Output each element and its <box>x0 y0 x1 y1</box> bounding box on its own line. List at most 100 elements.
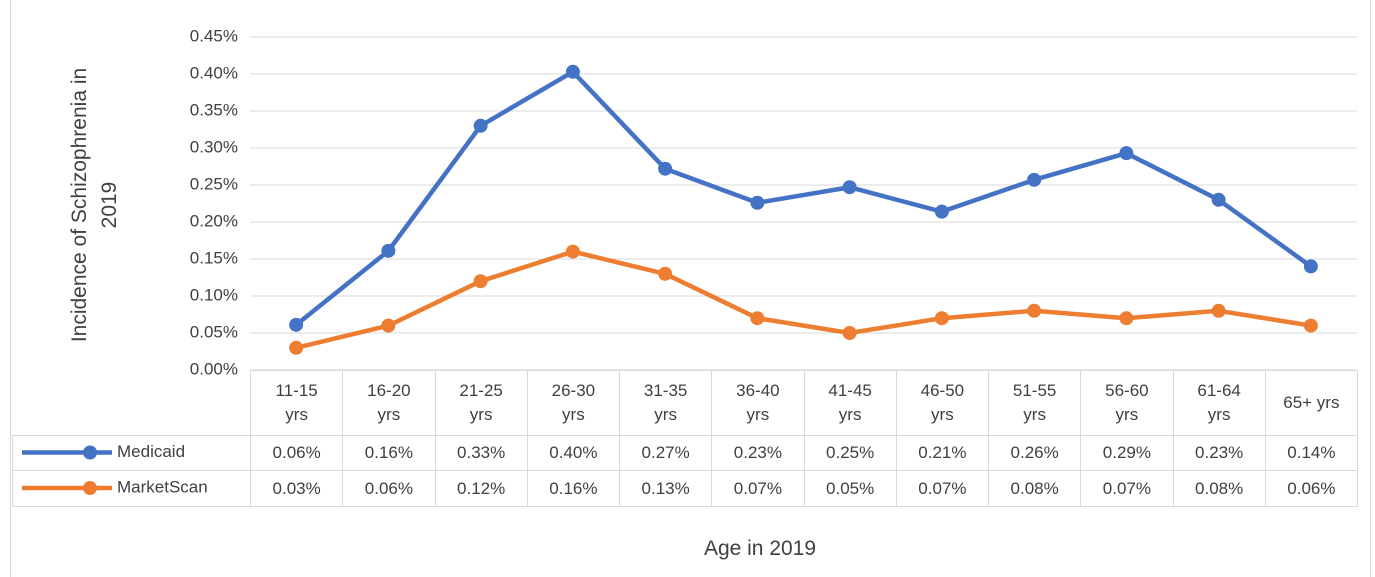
data-point <box>473 118 488 133</box>
data-point <box>1211 192 1226 207</box>
cell-text: 51-55 yrs <box>1012 381 1057 424</box>
legend-entry <box>12 435 251 471</box>
data-point <box>1027 172 1042 187</box>
cell-text: 0.13% <box>641 478 690 498</box>
series-line <box>295 249 1312 350</box>
x-tick-label: 65+ yrs <box>1264 370 1358 436</box>
data-point <box>565 244 580 259</box>
data-point <box>1303 318 1318 333</box>
cell-text: 0.16% <box>549 478 598 498</box>
y-tick-label: 0.25% <box>190 174 238 193</box>
data-point <box>1027 303 1042 318</box>
x-tick-label: 31-35 yrs <box>619 370 713 436</box>
cell-text: 61-64 yrs <box>1197 381 1241 424</box>
data-point <box>750 195 765 210</box>
data-label: 0.05% <box>803 470 897 507</box>
data-point <box>750 311 765 326</box>
data-label: 0.21% <box>895 435 989 471</box>
y-tick-label: 0.05% <box>190 322 238 341</box>
data-point <box>934 204 949 219</box>
x-axis-title: Age in 2019 <box>703 537 817 560</box>
y-axis-title: Incidence of Schizophrenia in 2019 <box>68 67 121 343</box>
data-label: 0.23% <box>711 435 805 471</box>
legend-key-marker <box>83 481 97 495</box>
series-line <box>294 69 1313 327</box>
cell-text: 0.26% <box>1010 443 1059 462</box>
data-label: 0.08% <box>1172 470 1266 507</box>
data-label: 0.12% <box>434 470 528 507</box>
cell-text: 31-35 yrs <box>643 381 688 424</box>
data-label: 0.16% <box>526 470 620 507</box>
cell-text: 0.14% <box>1287 443 1336 462</box>
data-label: 0.33% <box>434 435 528 471</box>
data-point <box>381 243 396 258</box>
y-tick-label: 0.00% <box>190 359 238 378</box>
data-label: 0.14% <box>1264 435 1358 471</box>
y-tick-label: 0.20% <box>190 211 238 230</box>
x-tick-label: 16-20 yrs <box>342 370 436 436</box>
legend-entry <box>12 470 251 507</box>
x-tick-label: 61-64 yrs <box>1172 370 1266 436</box>
y-tick-label: 0.10% <box>190 285 238 304</box>
cell-text: 0.03% <box>272 478 321 498</box>
x-tick-label: 26-30 yrs <box>526 370 620 436</box>
cell-text: 65+ yrs <box>1283 393 1340 412</box>
data-point <box>842 180 857 195</box>
cell-text: 0.06% <box>1287 478 1336 498</box>
data-label: 0.23% <box>1172 435 1266 471</box>
data-point <box>1211 303 1226 318</box>
y-tick-label: 0.30% <box>190 137 238 156</box>
data-point <box>565 64 580 79</box>
cell-text: 0.16% <box>364 443 413 462</box>
data-point <box>658 161 673 176</box>
data-point <box>289 340 304 355</box>
cell-text: 0.33% <box>457 443 506 462</box>
y-tick-label: 0.35% <box>190 100 238 119</box>
x-tick-label: 46-50 yrs <box>895 370 989 436</box>
cell-text: 0.40% <box>549 443 598 462</box>
data-label: 0.07% <box>1080 470 1174 507</box>
legend-label: MarketScan <box>117 477 208 496</box>
y-tick-label: 0.15% <box>190 248 238 267</box>
cell-text: 0.07% <box>918 478 967 498</box>
cell-text: 26-30 yrs <box>551 381 596 424</box>
cell-text: 21-25 yrs <box>459 381 503 424</box>
legend-label: Medicaid <box>117 442 185 461</box>
data-label: 0.07% <box>711 470 805 507</box>
data-point <box>658 266 673 281</box>
cell-text: 0.08% <box>1195 478 1244 498</box>
cell-text: 0.06% <box>272 443 321 462</box>
data-label: 0.08% <box>988 470 1082 507</box>
cell-text: 36-40 yrs <box>736 381 780 424</box>
data-label: 0.06% <box>1264 470 1358 507</box>
cell-text: 0.21% <box>918 443 967 462</box>
chart-frame <box>10 0 1371 577</box>
cell-text: 0.07% <box>733 478 782 498</box>
cell-text: 0.07% <box>1102 478 1151 498</box>
data-point <box>1303 259 1318 274</box>
data-label: 0.13% <box>619 470 713 507</box>
data-label: 0.40% <box>526 435 620 471</box>
cell-text: 41-45 yrs <box>828 381 872 424</box>
data-label: 0.03% <box>250 470 344 507</box>
cell-text: 0.25% <box>826 443 875 462</box>
data-label: 0.27% <box>619 435 713 471</box>
data-label: 0.07% <box>895 470 989 507</box>
cell-text: 11-15 yrs <box>275 381 318 424</box>
legend-key-marker <box>83 445 97 460</box>
data-label: 0.25% <box>803 435 897 471</box>
data-point <box>381 318 396 333</box>
x-tick-label: 21-25 yrs <box>434 370 528 436</box>
data-label: 0.29% <box>1080 435 1174 471</box>
cell-text: 0.05% <box>826 478 875 498</box>
cell-text: 0.23% <box>733 443 782 462</box>
data-point <box>289 317 304 332</box>
cell-text: 0.06% <box>364 478 413 498</box>
cell-text: 0.29% <box>1102 443 1151 462</box>
data-label: 0.16% <box>342 435 436 471</box>
x-tick-label: 56-60 yrs <box>1080 370 1174 436</box>
data-point <box>473 274 488 289</box>
y-tick-label: 0.40% <box>190 63 238 82</box>
